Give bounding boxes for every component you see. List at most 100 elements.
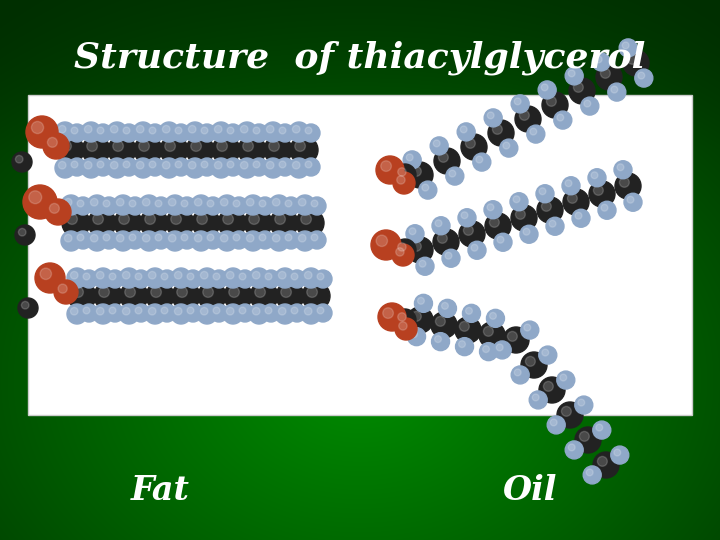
Circle shape [537, 197, 563, 223]
Circle shape [189, 125, 196, 133]
Circle shape [493, 341, 511, 359]
Circle shape [490, 313, 496, 319]
Circle shape [608, 83, 626, 101]
Circle shape [201, 161, 208, 168]
Circle shape [584, 100, 590, 107]
Circle shape [250, 124, 268, 142]
Circle shape [152, 231, 170, 249]
Circle shape [581, 97, 599, 115]
Circle shape [572, 209, 590, 227]
Circle shape [464, 225, 473, 235]
Circle shape [74, 197, 92, 215]
Circle shape [67, 214, 78, 225]
Circle shape [308, 231, 326, 249]
Circle shape [394, 239, 416, 261]
Circle shape [133, 158, 153, 178]
Circle shape [527, 125, 545, 143]
Circle shape [224, 124, 242, 142]
Circle shape [381, 161, 392, 171]
Circle shape [215, 161, 222, 169]
Circle shape [97, 161, 104, 168]
Circle shape [406, 154, 413, 161]
Circle shape [224, 282, 252, 310]
Circle shape [212, 136, 240, 164]
Circle shape [191, 141, 202, 151]
Circle shape [438, 152, 449, 163]
Circle shape [568, 70, 575, 77]
Circle shape [122, 272, 130, 279]
Circle shape [149, 127, 156, 134]
Circle shape [227, 127, 234, 134]
Circle shape [158, 304, 176, 322]
Circle shape [565, 67, 583, 85]
Circle shape [217, 141, 228, 151]
Circle shape [240, 125, 248, 133]
Circle shape [442, 249, 460, 267]
Circle shape [109, 273, 116, 280]
Circle shape [119, 214, 130, 225]
Circle shape [184, 304, 202, 322]
Circle shape [523, 228, 530, 235]
Circle shape [246, 234, 254, 242]
Circle shape [292, 161, 300, 169]
Circle shape [532, 394, 539, 401]
Circle shape [113, 231, 133, 251]
Circle shape [161, 273, 168, 280]
Circle shape [94, 282, 122, 310]
Circle shape [554, 111, 572, 129]
Circle shape [226, 307, 234, 315]
Circle shape [459, 341, 465, 348]
Circle shape [285, 234, 292, 241]
Circle shape [575, 427, 601, 453]
Circle shape [624, 193, 642, 211]
Circle shape [565, 441, 583, 459]
Circle shape [419, 260, 426, 267]
Circle shape [623, 50, 649, 76]
Circle shape [276, 158, 294, 176]
Circle shape [174, 272, 182, 279]
Circle shape [250, 158, 268, 176]
Circle shape [524, 324, 531, 331]
Circle shape [253, 272, 260, 279]
Circle shape [461, 134, 487, 160]
Circle shape [64, 198, 72, 206]
Circle shape [295, 231, 315, 251]
Circle shape [290, 136, 318, 164]
Circle shape [146, 282, 174, 310]
Circle shape [298, 198, 306, 206]
Circle shape [74, 231, 92, 249]
Circle shape [139, 231, 159, 251]
Circle shape [485, 213, 511, 239]
Circle shape [473, 153, 491, 171]
Circle shape [569, 78, 595, 104]
Circle shape [600, 69, 611, 78]
Circle shape [494, 233, 512, 251]
Circle shape [568, 444, 575, 451]
Circle shape [187, 307, 194, 314]
Circle shape [455, 317, 481, 343]
Circle shape [93, 268, 113, 288]
Circle shape [614, 449, 621, 456]
Circle shape [595, 56, 602, 63]
Circle shape [264, 136, 292, 164]
Circle shape [592, 53, 610, 71]
Circle shape [516, 210, 526, 219]
Circle shape [198, 124, 216, 142]
Circle shape [197, 268, 217, 288]
Circle shape [282, 231, 300, 249]
Circle shape [103, 200, 110, 207]
Circle shape [168, 234, 176, 242]
Circle shape [276, 282, 304, 310]
Circle shape [575, 396, 593, 414]
Circle shape [238, 136, 266, 164]
Circle shape [416, 257, 434, 275]
Circle shape [487, 309, 505, 327]
Circle shape [279, 127, 286, 134]
Circle shape [80, 304, 98, 322]
Circle shape [174, 307, 182, 315]
Circle shape [546, 97, 557, 106]
Circle shape [397, 313, 406, 321]
Circle shape [237, 158, 257, 178]
Circle shape [243, 231, 263, 251]
Circle shape [500, 139, 518, 157]
